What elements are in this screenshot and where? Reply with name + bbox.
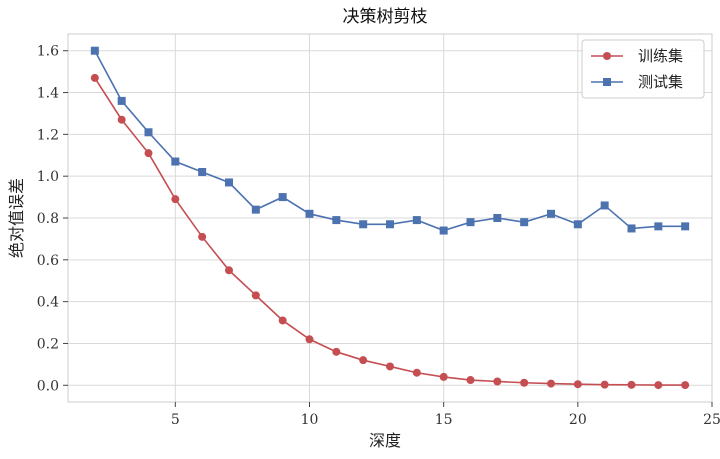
y-tick-label: 0.8 (37, 211, 59, 227)
x-axis-label: 深度 (369, 431, 401, 450)
data-point (225, 178, 233, 187)
data-point (681, 222, 690, 231)
series-1 (90, 73, 690, 390)
x-tick-label: 10 (301, 412, 319, 428)
data-point (520, 378, 529, 387)
data-point (386, 220, 394, 229)
data-point (278, 316, 287, 325)
data-point (493, 377, 502, 386)
data-point (225, 266, 233, 275)
data-point (439, 372, 448, 381)
series-line (94, 77, 686, 386)
y-tick-label: 1.2 (37, 127, 59, 143)
data-point (359, 356, 368, 365)
data-point (305, 335, 314, 344)
data-point (412, 216, 421, 225)
legend-entry: 测试集 (591, 73, 683, 91)
data-point (681, 381, 690, 390)
chart-title: 决策树剪枝 (343, 7, 428, 27)
legend-marker (603, 52, 611, 60)
data-point (171, 195, 180, 204)
data-point (144, 128, 153, 137)
data-point (573, 220, 582, 229)
data-point (251, 291, 260, 300)
legend-label: 测试集 (638, 73, 683, 91)
data-point (386, 362, 394, 371)
y-tick-label: 1.6 (37, 44, 59, 60)
data-point (144, 149, 153, 158)
data-point (466, 376, 475, 385)
data-point (439, 226, 448, 235)
legend-label: 训练集 (638, 47, 683, 65)
data-point (547, 379, 555, 388)
x-tick-label: 15 (435, 412, 453, 428)
y-tick-label: 0.0 (37, 378, 59, 394)
data-point (547, 209, 555, 218)
data-point (332, 216, 341, 225)
data-point (654, 381, 663, 390)
y-tick-label: 0.2 (37, 336, 59, 352)
data-point (90, 46, 99, 55)
data-point (600, 380, 609, 389)
data-point (654, 222, 663, 231)
data-point (600, 201, 609, 210)
y-tick-label: 0.4 (37, 295, 59, 311)
data-point (198, 232, 207, 241)
x-tick-label: 5 (171, 412, 180, 428)
axis-ticks: 5 10 15 20 25 0.0 0.2 0.4 0.6 0.8 1.0 1.2 1.4 1.6 (37, 44, 720, 428)
data-point (359, 220, 368, 229)
data-point (198, 168, 207, 176)
data-point (412, 368, 421, 377)
data-point (332, 347, 341, 356)
data-point (117, 115, 126, 124)
y-tick-label: 1.4 (37, 86, 59, 102)
y-axis-label: 绝对值误差 (7, 178, 26, 258)
data-point (627, 380, 636, 389)
y-tick-label: 0.6 (37, 253, 59, 269)
legend-marker (603, 78, 611, 86)
series-2 (90, 46, 690, 235)
x-tick-label: 20 (569, 412, 587, 428)
legend-entry: 训练集 (591, 47, 683, 65)
data-point (278, 193, 287, 202)
data-point (466, 218, 475, 227)
data-point (171, 157, 180, 166)
legend-box (581, 39, 705, 99)
data-point (251, 205, 260, 214)
data-point (90, 73, 99, 82)
data-point (520, 218, 529, 227)
series-layer (90, 46, 690, 390)
data-point (573, 380, 582, 389)
data-point (117, 96, 126, 105)
data-point (627, 224, 636, 233)
data-point (305, 209, 314, 218)
y-tick-label: 1.0 (37, 169, 59, 185)
data-point (493, 214, 502, 222)
x-tick-label: 25 (703, 412, 720, 428)
